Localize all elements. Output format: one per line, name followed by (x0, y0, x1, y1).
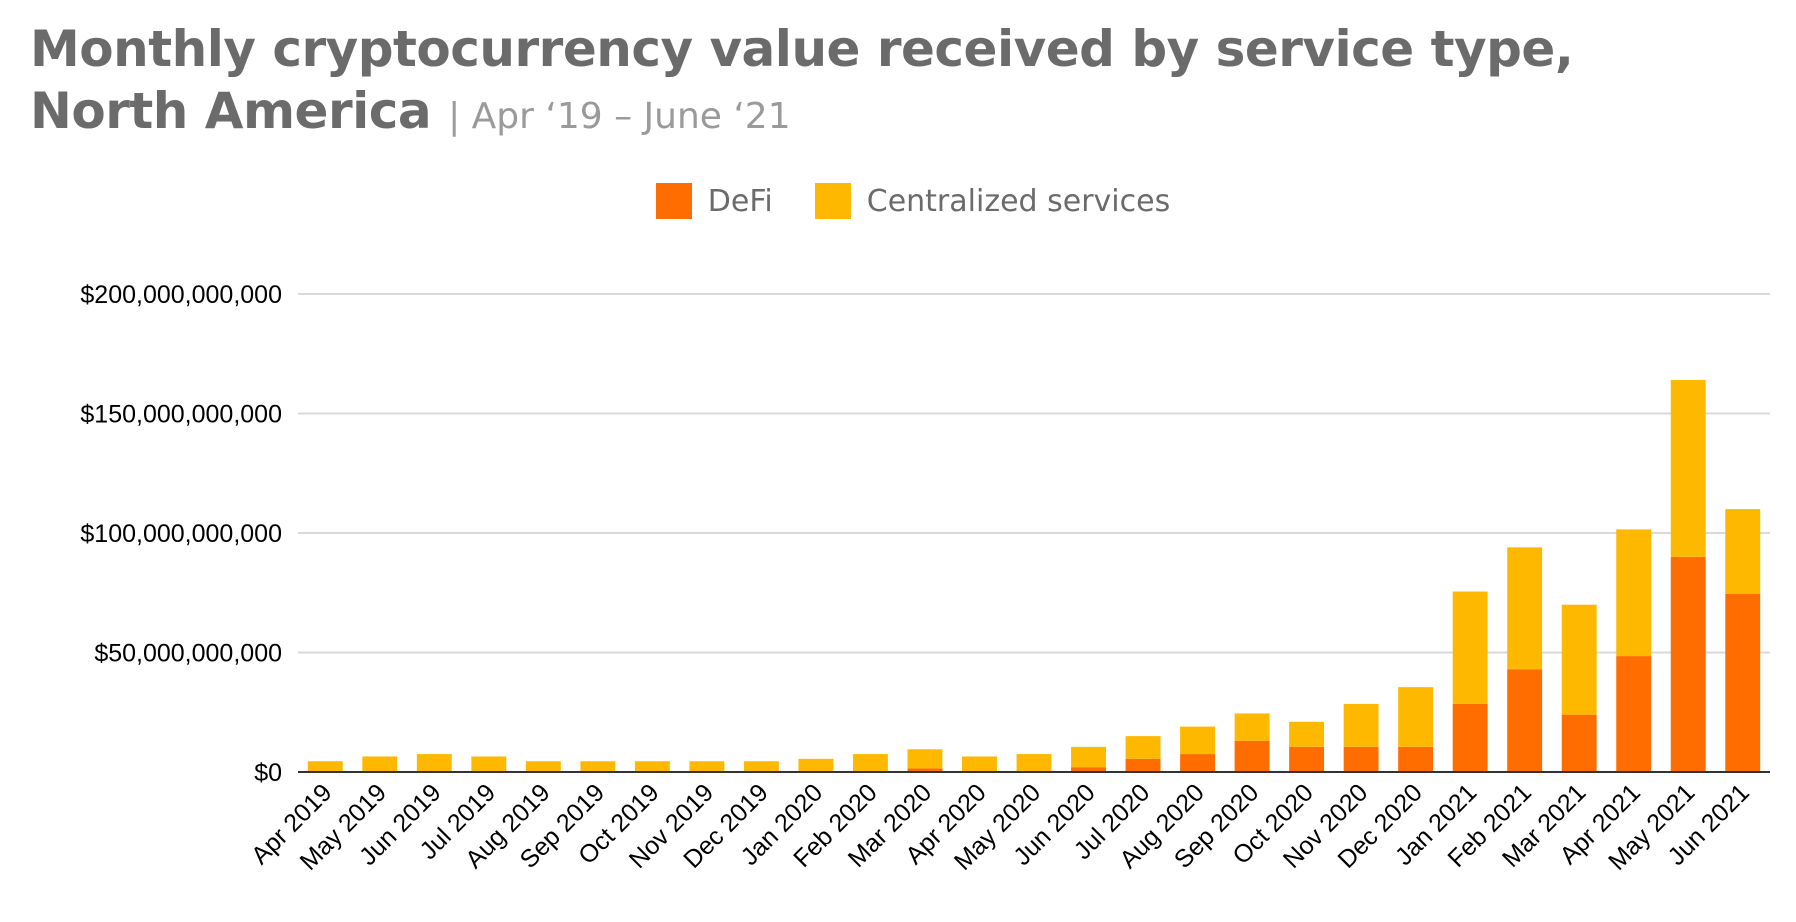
bar-centralized-25 (1670, 380, 1706, 557)
bar-centralized-10 (852, 754, 888, 772)
bar-centralized-5 (580, 761, 616, 772)
bar-centralized-16 (1180, 726, 1216, 755)
bar-centralized-14 (1071, 746, 1106, 768)
bar-centralized-23 (1561, 604, 1597, 715)
bar-defi-26 (1725, 593, 1761, 772)
bar-defi-14 (1071, 767, 1106, 772)
bar-centralized-4 (525, 761, 561, 772)
bar-centralized-6 (634, 761, 670, 772)
title-line-2: North America | Apr ‘19 – June ‘21 (30, 80, 1573, 148)
bar-defi-20 (1398, 746, 1434, 772)
bar-defi-21 (1452, 703, 1488, 772)
bar-defi-15 (1125, 758, 1161, 772)
legend-label-centralized: Centralized services (866, 183, 1171, 219)
bar-centralized-12 (962, 756, 997, 772)
bar-centralized-7 (689, 761, 725, 772)
bar-centralized-3 (471, 756, 507, 772)
bar-centralized-17 (1234, 713, 1270, 741)
bar-defi-23 (1561, 714, 1597, 772)
bar-centralized-19 (1343, 703, 1379, 747)
bar-defi-17 (1234, 740, 1270, 772)
bar-centralized-9 (798, 758, 834, 772)
bar-centralized-11 (907, 749, 943, 769)
bar-defi-25 (1670, 556, 1706, 772)
legend-swatch-defi (655, 183, 692, 219)
bar-centralized-13 (1016, 754, 1052, 772)
bar-centralized-15 (1125, 736, 1161, 759)
legend-label-defi: DeFi (707, 183, 773, 219)
bar-centralized-24 (1616, 529, 1652, 657)
bar-defi-24 (1616, 656, 1652, 772)
title-date-range: | Apr ‘19 – June ‘21 (448, 96, 791, 137)
bar-centralized-0 (307, 761, 343, 772)
bar-defi-16 (1180, 754, 1216, 772)
y-tick-label-1: $50,000,000,000 (94, 640, 282, 668)
bar-centralized-2 (416, 754, 452, 772)
y-tick-label-3: $150,000,000,000 (80, 401, 282, 429)
bar-centralized-18 (1289, 721, 1325, 747)
bar-defi-11 (907, 768, 943, 772)
y-tick-label-4: $200,000,000,000 (80, 281, 282, 309)
legend-item-defi: DeFi (655, 183, 773, 219)
legend-item-centralized: Centralized services (814, 183, 1171, 219)
bar-centralized-20 (1398, 687, 1434, 747)
bar-centralized-22 (1507, 547, 1543, 670)
bar-centralized-26 (1725, 509, 1761, 594)
legend-swatch-centralized (814, 183, 851, 219)
bar-defi-18 (1289, 746, 1325, 772)
bar-centralized-21 (1452, 591, 1488, 704)
bar-centralized-8 (743, 761, 779, 772)
bar-defi-22 (1507, 669, 1543, 772)
title-region: North America (30, 82, 432, 140)
y-tick-label-2: $100,000,000,000 (80, 520, 282, 548)
bar-defi-19 (1343, 746, 1379, 772)
chart-title: Monthly cryptocurrency value received by… (30, 18, 1574, 148)
y-tick-label-0: $0 (254, 759, 282, 787)
title-line-1: Monthly cryptocurrency value received by… (30, 20, 1574, 78)
chart-legend: DeFi Centralized services (0, 183, 1796, 219)
bar-centralized-1 (362, 756, 398, 772)
